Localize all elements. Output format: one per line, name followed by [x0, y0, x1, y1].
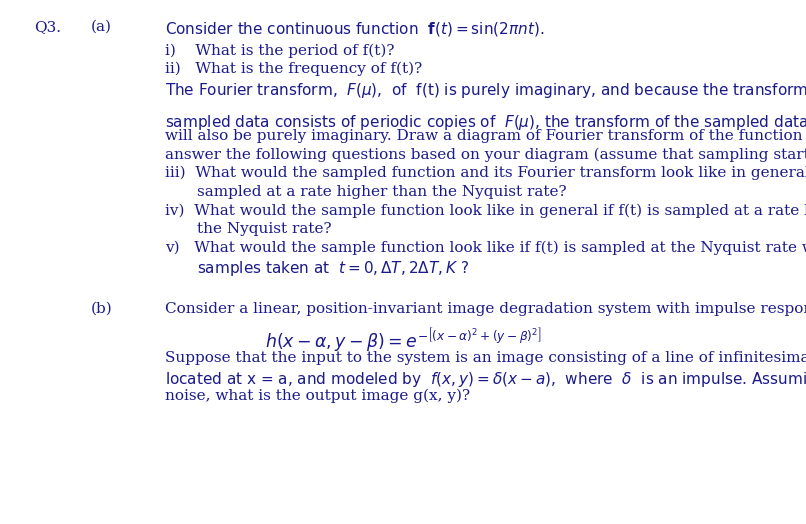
Text: Consider a linear, position-invariant image degradation system with impulse resp: Consider a linear, position-invariant im… [165, 302, 806, 316]
Text: Q3.: Q3. [34, 20, 60, 34]
Text: noise, what is the output image g(x, y)?: noise, what is the output image g(x, y)? [165, 388, 471, 402]
Text: Suppose that the input to the system is an image consisting of a line of infinit: Suppose that the input to the system is … [165, 351, 806, 365]
Text: sampled data consists of periodic copies of  $F(\mu)$, the transform of the samp: sampled data consists of periodic copies… [165, 110, 806, 133]
Text: (b): (b) [90, 302, 112, 316]
Text: the Nyquist rate?: the Nyquist rate? [197, 222, 332, 236]
Text: iii)  What would the sampled function and its Fourier transform look like in gen: iii) What would the sampled function and… [165, 166, 806, 180]
Text: The Fourier transform,  $F(\mu)$,  of  f(t) is purely imaginary, and because the: The Fourier transform, $F(\mu)$, of f(t)… [165, 81, 806, 100]
Text: iv)  What would the sample function look like in general if f(t) is sampled at a: iv) What would the sample function look … [165, 203, 806, 217]
Text: (a): (a) [90, 20, 111, 34]
Text: located at x = a, and modeled by  $f(x, y)=\delta(x-a)$,  where  $\delta$  is an: located at x = a, and modeled by $f(x, y… [165, 369, 806, 389]
Text: will also be purely imaginary. Draw a diagram of Fourier transform of the functi: will also be purely imaginary. Draw a di… [165, 129, 806, 143]
Text: v)   What would the sample function look like if f(t) is sampled at the Nyquist : v) What would the sample function look l… [165, 241, 806, 255]
Text: Consider the continuous function  $\mathbf{f}$$(t)=\sin(2\pi nt)$.: Consider the continuous function $\mathb… [165, 20, 545, 38]
Text: answer the following questions based on your diagram (assume that sampling start: answer the following questions based on … [165, 147, 806, 162]
Text: sampled at a rate higher than the Nyquist rate?: sampled at a rate higher than the Nyquis… [197, 184, 567, 199]
Text: ii)   What is the frequency of f(t)?: ii) What is the frequency of f(t)? [165, 62, 422, 76]
Text: samples taken at  $t=0, \Delta T, 2\Delta T, K$ ?: samples taken at $t=0, \Delta T, 2\Delta… [197, 259, 470, 278]
Text: $h(x-\alpha, y-\beta)=e^{-\left[(x-\alpha)^2+(y-\beta)^2\right]}$: $h(x-\alpha, y-\beta)=e^{-\left[(x-\alph… [264, 327, 542, 354]
Text: i)    What is the period of f(t)?: i) What is the period of f(t)? [165, 43, 395, 58]
